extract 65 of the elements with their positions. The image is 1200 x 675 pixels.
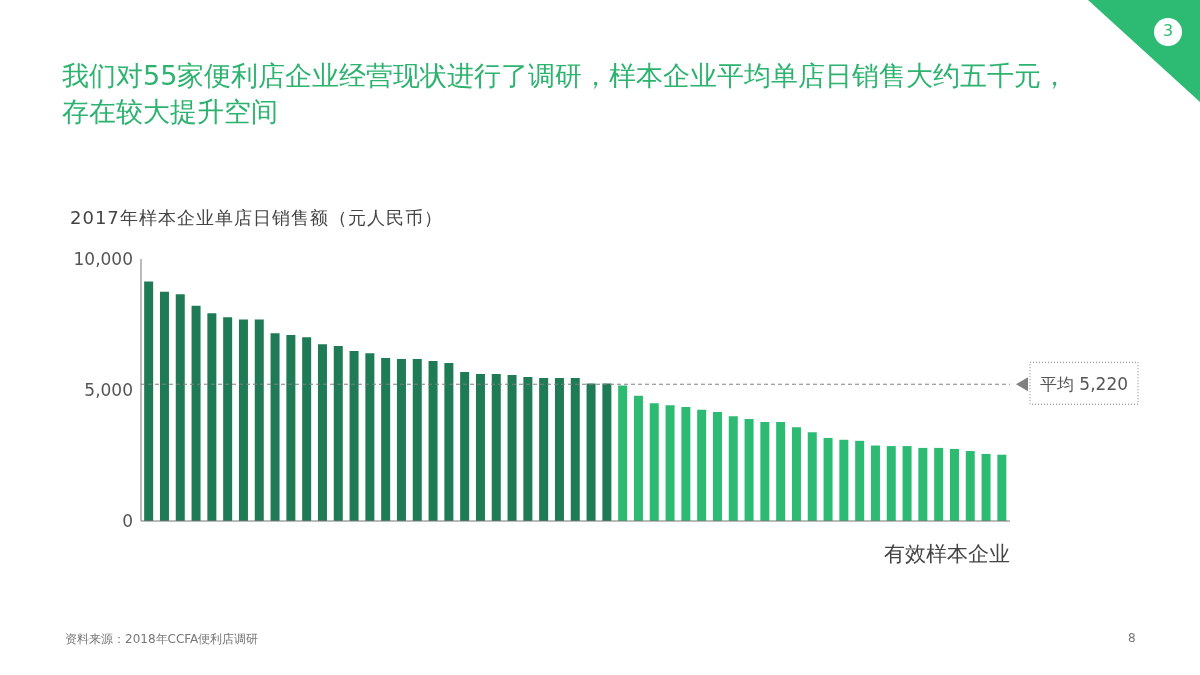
ref-line-label: 平均 5,220 [1039,374,1129,395]
bar [776,421,786,521]
chart-title: 我们对55家便利店企业经营现状进行了调研，样本企业平均单店日销售大约五千元，存在较大提升空间 [62,59,1070,129]
bar [712,412,722,521]
bar [886,446,896,521]
bar [396,359,406,521]
bar [444,363,454,521]
bar [855,440,865,521]
bar [760,421,770,521]
bar [633,395,643,521]
bar [823,437,833,521]
bar [997,454,1007,521]
bar [491,374,501,521]
bar [523,376,533,521]
bar [870,445,880,521]
bar [807,432,817,521]
bar [238,319,248,521]
bar [254,319,264,521]
bar [381,358,391,521]
bar [144,281,154,521]
bar [902,446,912,521]
bar [554,377,564,521]
bar [681,407,691,521]
bar [697,409,707,521]
bar [839,439,849,521]
y-axis-title: 2017年样本企业单店日销售额（元人民币） [70,206,443,230]
bar [981,453,991,521]
bar [949,448,959,521]
bar [365,353,375,521]
y-tick-label: 5,000 [84,380,133,401]
bar [349,350,359,521]
bar [649,403,659,521]
bar [191,305,201,521]
bar [223,317,233,521]
bar [665,405,675,521]
bar [744,419,754,521]
bar [918,447,928,521]
text: 资料来源：2018年CCFA便利店调研 [65,631,259,648]
bar [317,344,327,521]
bar [270,333,280,521]
bar [175,294,185,521]
y-tick-label: 0 [122,511,133,532]
y-tick-label: 10,000 [73,249,133,270]
bar [618,385,628,521]
text: 8 [1128,631,1136,645]
bar [965,451,975,521]
bar [539,377,549,521]
bar [791,427,801,521]
bar [207,313,217,521]
bar [475,374,485,521]
bar [728,416,738,521]
bar [934,447,944,521]
bar [302,337,312,521]
bar [570,377,580,521]
bar [586,383,596,521]
text: 3 [1161,21,1175,40]
bar [286,334,296,521]
bar [507,375,517,521]
bar [460,371,470,521]
x-axis-title: 有效样本企业 [884,541,1010,568]
bar [428,360,438,521]
bar [602,383,612,521]
bar [412,359,422,521]
bar [159,291,169,521]
bar [333,345,343,521]
